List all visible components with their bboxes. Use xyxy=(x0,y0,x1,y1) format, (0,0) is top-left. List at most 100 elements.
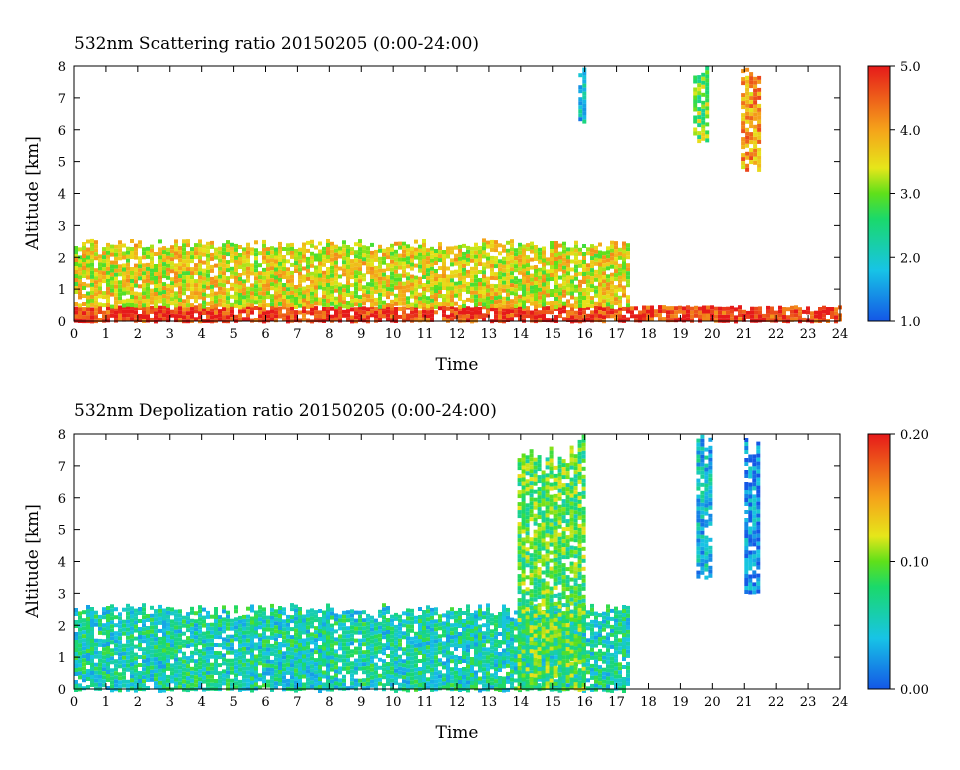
heatmap-cell xyxy=(118,624,122,629)
heatmap-cell xyxy=(374,253,378,258)
heatmap-cell xyxy=(350,613,354,618)
heatmap-cell xyxy=(154,653,158,658)
heatmap-cell xyxy=(550,273,554,277)
heatmap-cell xyxy=(194,683,198,688)
heatmap-cell xyxy=(346,658,350,663)
heatmap-cell xyxy=(402,671,406,676)
heatmap-cell xyxy=(226,307,230,312)
heatmap-cell xyxy=(114,667,118,672)
heatmap-cell xyxy=(178,645,182,650)
heatmap-cell xyxy=(386,618,390,622)
heatmap-cell xyxy=(606,286,610,291)
heatmap-cell xyxy=(346,686,350,691)
heatmap-cell xyxy=(238,643,242,648)
heatmap-cell xyxy=(110,612,114,617)
heatmap-cell xyxy=(86,307,90,312)
heatmap-cell xyxy=(438,306,442,311)
heatmap-cell xyxy=(414,647,418,652)
heatmap-cell xyxy=(510,633,514,638)
heatmap-cell xyxy=(394,265,398,270)
heatmap-cell xyxy=(222,247,226,252)
heatmap-cell xyxy=(430,302,434,307)
heatmap-cell xyxy=(170,261,174,266)
heatmap-cell xyxy=(382,607,386,612)
heatmap-cell xyxy=(638,314,642,319)
heatmap-cell xyxy=(210,614,214,619)
heatmap-cell xyxy=(246,294,250,299)
heatmap-cell xyxy=(158,640,162,645)
heatmap-cell xyxy=(118,240,122,245)
heatmap-cell xyxy=(234,669,238,674)
x-tick-label: 17 xyxy=(608,327,625,342)
heatmap-cell xyxy=(202,671,206,676)
heatmap-cell xyxy=(194,643,198,648)
heatmap-cell xyxy=(286,271,290,276)
heatmap-cell xyxy=(470,278,474,283)
heatmap-cell xyxy=(538,255,542,260)
heatmap-cell xyxy=(570,279,574,284)
heatmap-cell xyxy=(278,269,282,274)
heatmap-cell xyxy=(158,608,162,613)
heatmap-cell xyxy=(130,295,134,299)
heatmap-cell xyxy=(338,654,342,659)
heatmap-cell xyxy=(482,683,486,688)
heatmap-cell xyxy=(566,251,570,256)
heatmap-cell xyxy=(266,651,270,656)
heatmap-cell xyxy=(494,244,498,249)
heatmap-cell xyxy=(198,287,202,292)
heatmap-cell xyxy=(106,262,110,267)
heatmap-cell xyxy=(154,621,158,626)
heatmap-cell xyxy=(658,317,662,322)
heatmap-cell xyxy=(278,618,282,622)
heatmap-cell xyxy=(194,295,198,300)
heatmap-cell xyxy=(430,663,434,668)
heatmap-cell xyxy=(74,278,78,282)
heatmap-cell xyxy=(749,76,754,81)
heatmap-cell xyxy=(478,302,482,306)
heatmap-cell xyxy=(82,302,86,306)
heatmap-cell xyxy=(430,651,434,656)
heatmap-cell xyxy=(614,277,618,282)
heatmap-cell xyxy=(705,98,710,103)
heatmap-cell xyxy=(418,304,422,309)
heatmap-cell xyxy=(474,302,478,307)
heatmap-cell xyxy=(490,287,494,292)
heatmap-cell xyxy=(334,288,338,293)
heatmap-cell xyxy=(342,622,346,627)
heatmap-cell xyxy=(194,287,198,292)
heatmap-cell xyxy=(346,261,350,265)
heatmap-cell xyxy=(462,635,466,639)
heatmap-cell xyxy=(82,630,86,635)
heatmap-cell xyxy=(262,611,266,616)
heatmap-cell xyxy=(705,122,710,127)
heatmap-cell xyxy=(482,679,486,684)
heatmap-cell xyxy=(542,254,546,259)
heatmap-cell xyxy=(134,271,138,276)
heatmap-cell xyxy=(510,629,514,634)
heatmap-cell xyxy=(578,287,582,292)
heatmap-cell xyxy=(741,113,746,118)
heatmap-cell xyxy=(814,310,818,315)
heatmap-cell xyxy=(354,315,358,320)
heatmap-cell xyxy=(206,646,210,651)
heatmap-cell xyxy=(162,656,166,661)
heatmap-cell xyxy=(150,621,154,626)
heatmap-cell xyxy=(270,643,274,648)
heatmap-cell xyxy=(286,247,290,252)
heatmap-cell xyxy=(406,624,410,629)
heatmap-cell xyxy=(498,664,502,668)
heatmap-cell xyxy=(386,275,390,280)
heatmap-cell xyxy=(410,684,414,689)
heatmap-cell xyxy=(374,678,378,683)
heatmap-cell xyxy=(266,291,270,296)
heatmap-cell xyxy=(494,683,498,688)
heatmap-cell xyxy=(90,266,94,271)
heatmap-cell xyxy=(318,269,322,274)
heatmap-cell xyxy=(602,311,606,316)
heatmap-cell xyxy=(270,250,274,255)
heatmap-cell xyxy=(294,652,298,657)
heatmap-cell xyxy=(394,688,398,693)
heatmap-cell xyxy=(749,80,754,85)
heatmap-cell xyxy=(186,299,190,304)
heatmap-cell xyxy=(278,253,282,258)
